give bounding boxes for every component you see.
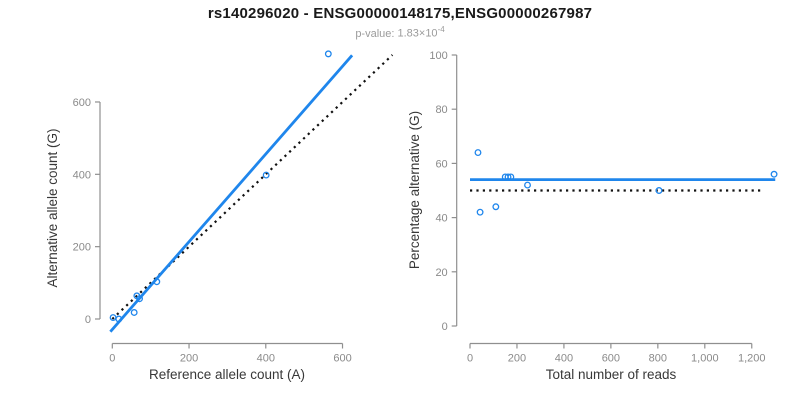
- x-tick-label: 400: [555, 353, 573, 365]
- data-point: [476, 208, 484, 216]
- y-axis-title: Alternative allele count (G): [45, 128, 60, 287]
- data-point: [655, 187, 663, 194]
- y-tick-label: 80: [435, 104, 447, 116]
- x-tick-label: 800: [649, 353, 667, 365]
- y-tick-label: 40: [435, 213, 447, 225]
- data-point: [153, 278, 161, 286]
- y-tick-label: 0: [85, 314, 91, 326]
- left-plot-allele-counts: 0 200 400 600 0 200 400 600 Reference allele cou…: [45, 50, 394, 382]
- y-axis-title: Percentage alternative (G): [407, 111, 422, 269]
- y-tick-label: 20: [435, 267, 447, 279]
- y-tick-label: 60: [435, 158, 447, 170]
- y-tick-label: 100: [429, 50, 447, 62]
- data-point: [507, 173, 515, 181]
- x-tick-label: 1,200: [738, 353, 766, 365]
- data-point: [136, 295, 143, 303]
- data-point: [504, 173, 512, 181]
- x-axis-title: Reference allele count (A): [149, 367, 305, 382]
- x-tick-label: 0: [467, 353, 473, 365]
- x-tick-label: 1,000: [691, 353, 719, 365]
- p-value-label: p-value:: [355, 27, 395, 40]
- x-tick-label: 200: [180, 353, 198, 365]
- data-point: [524, 181, 531, 189]
- y-tick-label: 600: [73, 97, 91, 109]
- data-point: [492, 203, 500, 211]
- fit-line: [109, 54, 354, 333]
- p-value-base: 10: [425, 27, 438, 40]
- data-point: [130, 309, 138, 316]
- p-value-subtitle: p-value: 1.83×10-4: [0, 25, 800, 40]
- x-axis-title: Total number of reads: [546, 367, 677, 382]
- data-point: [474, 149, 482, 157]
- right-plot-percentage-alternative: 0 20 40 60 80 100 0 200 400 600 800 1,000 1,200 Total…: [407, 50, 778, 382]
- data-point: [324, 50, 332, 58]
- y-tick-label: 200: [73, 242, 91, 254]
- p-value-mantissa: 1.83: [397, 27, 419, 40]
- data-point: [770, 170, 778, 178]
- y-tick-label: 0: [442, 321, 448, 333]
- x-tick-label: 200: [508, 353, 526, 365]
- x-tick-label: 400: [257, 353, 275, 365]
- multiply-sign: ×: [418, 27, 426, 40]
- x-tick-label: 0: [109, 353, 115, 365]
- y-tick-label: 400: [73, 169, 91, 181]
- p-value-exponent: -4: [437, 25, 445, 34]
- data-point: [115, 315, 123, 323]
- x-tick-label: 600: [333, 353, 351, 365]
- x-tick-label: 600: [602, 353, 620, 365]
- page-title: rs140296020 - ENSG00000148175,ENSG000002…: [207, 5, 593, 22]
- data-point: [262, 171, 270, 179]
